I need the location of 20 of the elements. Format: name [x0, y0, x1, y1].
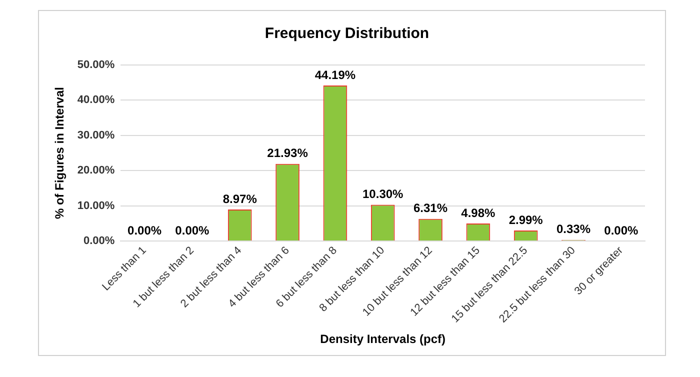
y-tick-label: 40.00% — [77, 94, 115, 106]
x-axis-title: Density Intervals (pcf) — [320, 332, 446, 346]
data-label: 44.19% — [314, 68, 356, 82]
y-tick-label: 0.00% — [84, 235, 115, 248]
y-tick-label: 20.00% — [77, 164, 115, 177]
y-tick-label: 50.00% — [77, 59, 115, 72]
y-axis-title: % of Figures in Interval — [52, 87, 67, 220]
data-label: 0.33% — [556, 222, 591, 236]
data-label: 0.00% — [604, 223, 639, 238]
data-label: 8.97% — [222, 192, 258, 206]
y-tick-label: 30.00% — [77, 129, 115, 142]
data-label: 4.98% — [461, 206, 496, 220]
data-label: 0.00% — [128, 223, 162, 238]
data-label: 2.99% — [508, 212, 544, 227]
data-label: 6.31% — [414, 201, 448, 216]
chart-title: Frequency Distribution — [264, 25, 430, 42]
data-label: 21.93% — [267, 146, 308, 160]
y-tick-label: 10.00% — [77, 200, 115, 212]
data-label: 10.30% — [362, 187, 404, 202]
data-label: 0.00% — [175, 223, 210, 238]
